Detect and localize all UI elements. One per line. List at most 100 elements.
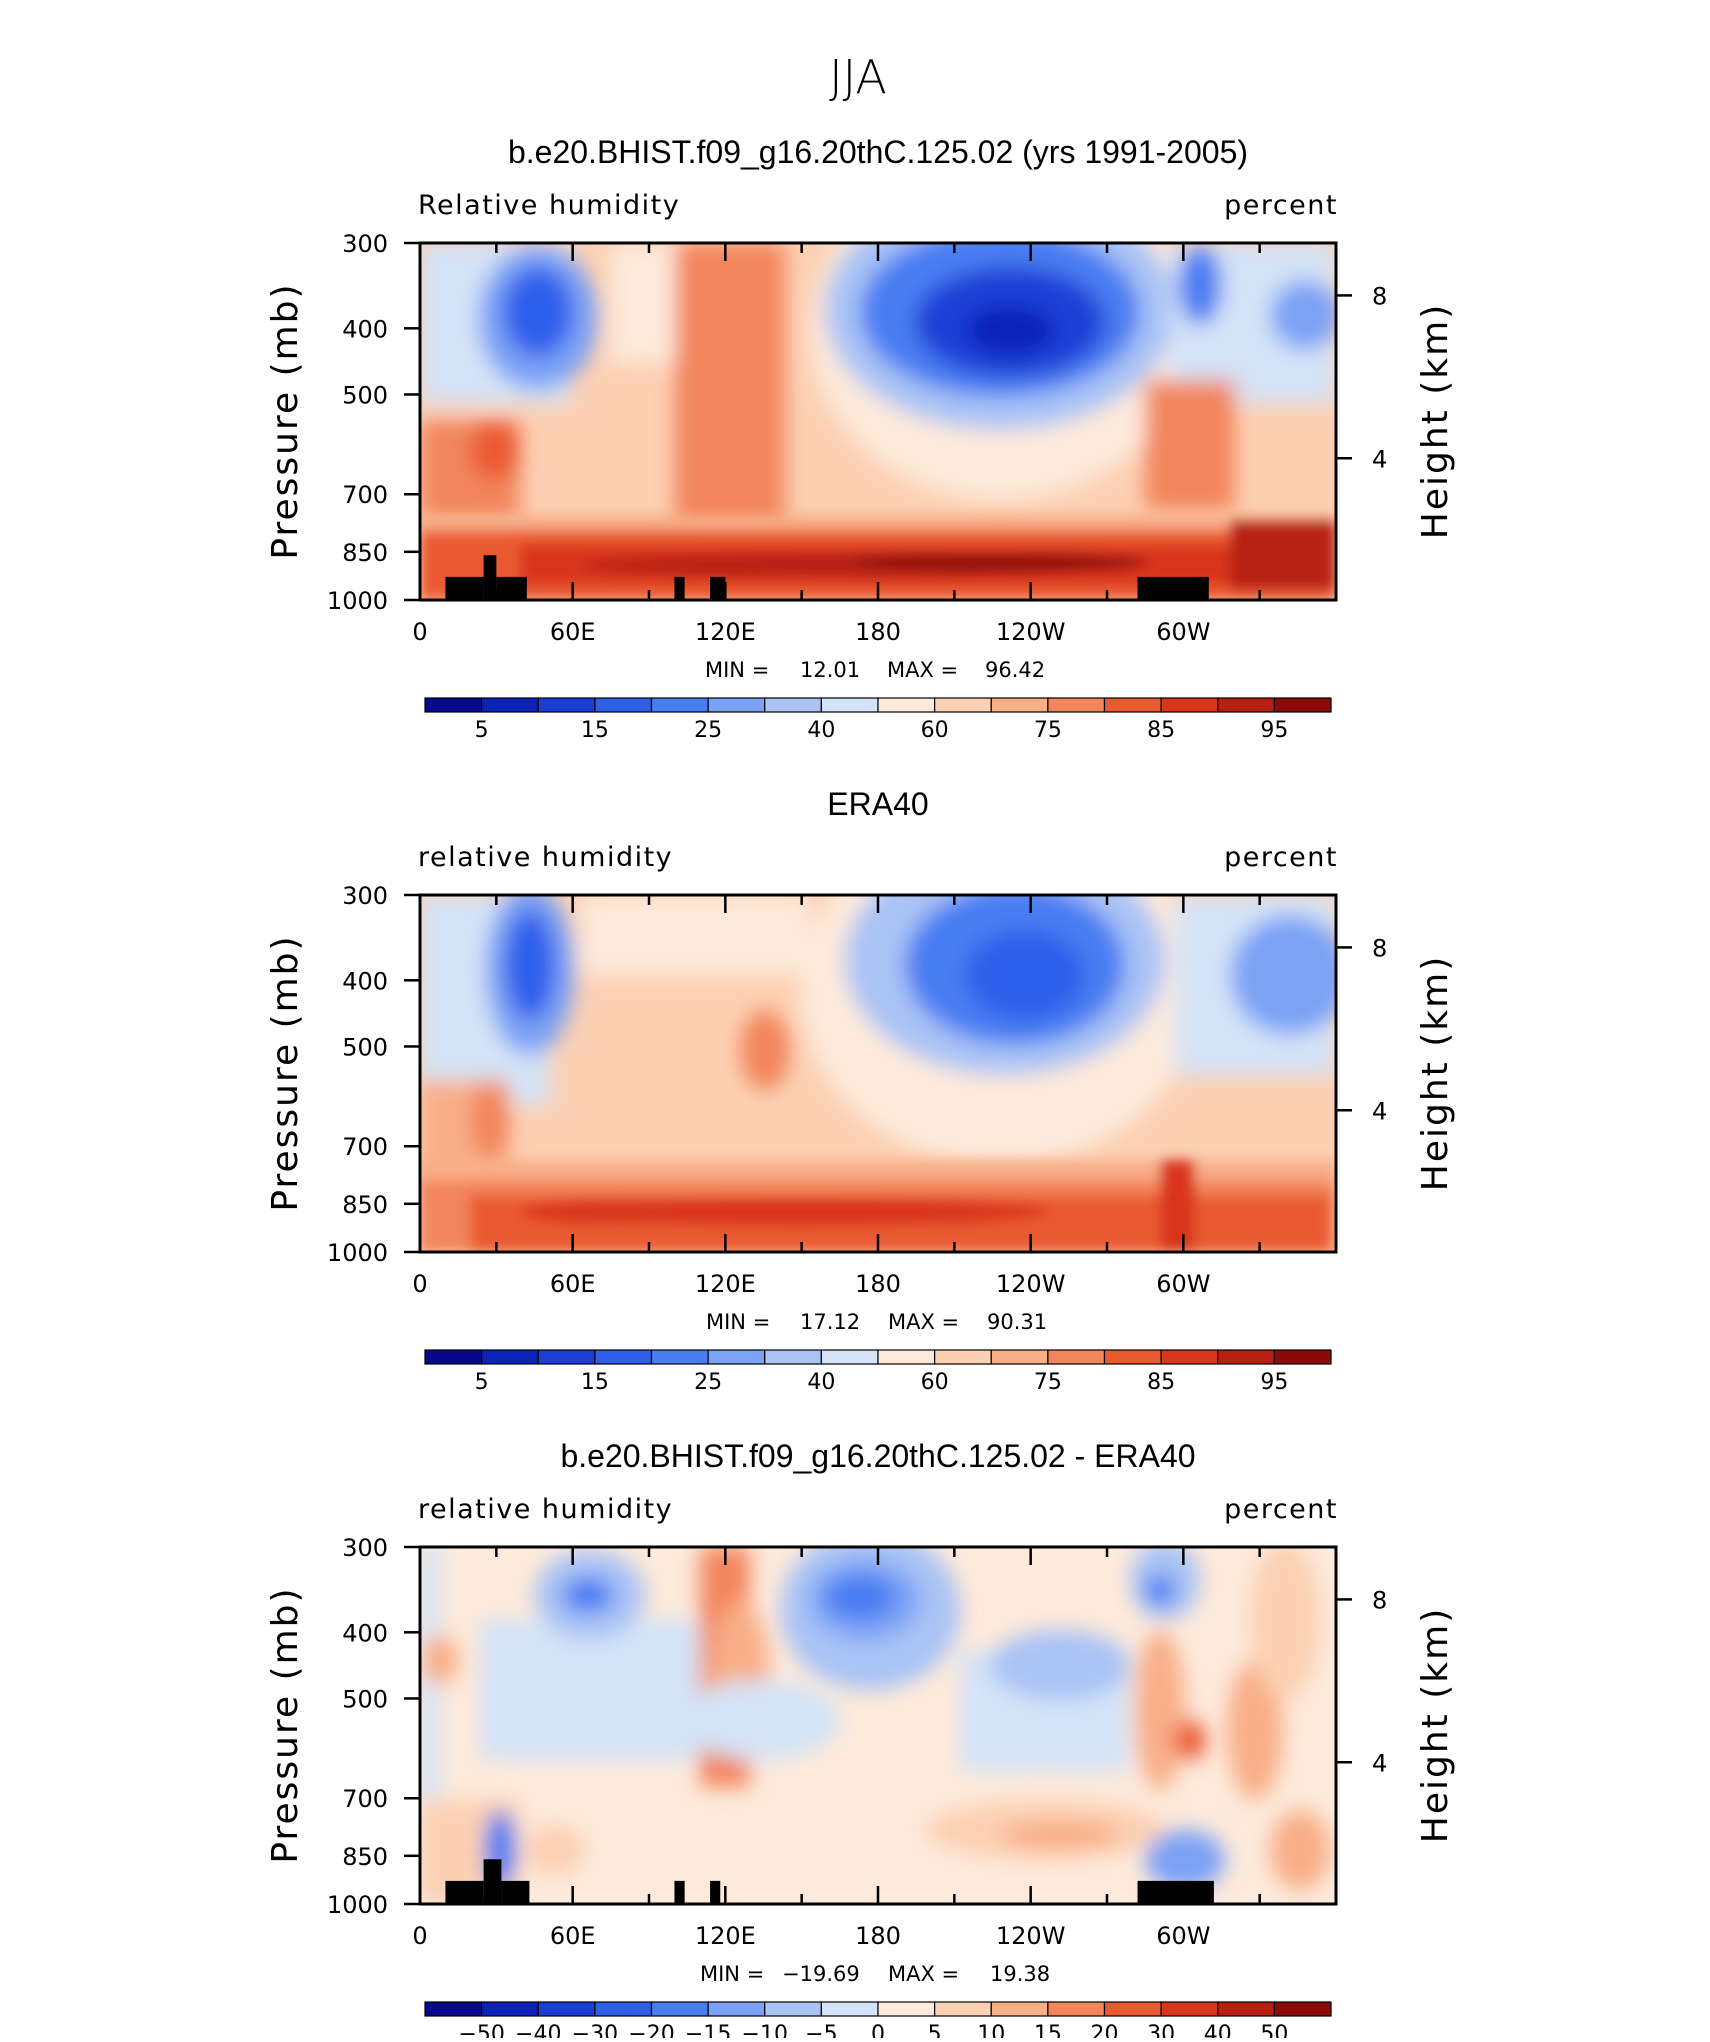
colorbar-swatch bbox=[1217, 1349, 1275, 1365]
min-value: −19.69 bbox=[782, 1962, 860, 1986]
colorbar-swatch bbox=[990, 697, 1049, 713]
colorbar-swatch bbox=[650, 1349, 709, 1365]
colorbar-swatch bbox=[481, 2001, 539, 2017]
colorbar-label: −20 bbox=[628, 2022, 674, 2038]
contour-field bbox=[420, 895, 1336, 1252]
land-block bbox=[496, 576, 527, 600]
y-axis-right-label: Height (km) bbox=[1415, 955, 1456, 1191]
land-block bbox=[445, 576, 484, 600]
colorbar-swatch bbox=[650, 697, 709, 713]
colorbar-swatch bbox=[820, 1349, 879, 1365]
land-block bbox=[483, 555, 497, 600]
colorbar-swatch bbox=[1103, 2001, 1162, 2017]
x-tick-label: 0 bbox=[412, 1922, 427, 1950]
colorbar-label: 25 bbox=[694, 1370, 722, 1395]
colorbar-swatch bbox=[537, 1349, 596, 1365]
colorbar-swatch bbox=[820, 697, 879, 713]
min-value: 12.01 bbox=[800, 658, 860, 682]
land-mask bbox=[445, 555, 1209, 600]
colorbar-swatch bbox=[1217, 697, 1275, 713]
x-tick-label: 0 bbox=[412, 1270, 427, 1298]
panel-title: b.e20.BHIST.f09_g16.20thC.125.02 (yrs 19… bbox=[508, 134, 1248, 170]
colorbar-swatch bbox=[537, 2001, 596, 2017]
colorbar-swatch bbox=[1103, 1349, 1162, 1365]
colorbar-label: 15 bbox=[581, 718, 609, 743]
colorbar-label: −15 bbox=[685, 2022, 731, 2038]
colorbar-swatch bbox=[594, 1349, 653, 1365]
colorbar-swatch bbox=[1160, 2001, 1219, 2017]
x-tick-label: 60W bbox=[1156, 618, 1210, 646]
colorbar-swatch bbox=[650, 2001, 709, 2017]
x-tick-label: 60W bbox=[1156, 1270, 1210, 1298]
colorbar-swatch bbox=[877, 1349, 936, 1365]
land-block bbox=[1137, 1880, 1214, 1904]
colorbar-swatch bbox=[1217, 2001, 1275, 2017]
y-tick-label: 300 bbox=[342, 1534, 388, 1562]
colorbar-swatch bbox=[990, 2001, 1049, 2017]
land-block bbox=[674, 576, 685, 600]
colorbar-label: 20 bbox=[1091, 2022, 1119, 2038]
colorbar: 5 15 25 40 60 75 85 95 bbox=[424, 697, 1332, 743]
colorbar-swatch bbox=[820, 2001, 879, 2017]
colorbar-label: 0 bbox=[871, 2022, 885, 2038]
subtitle-left: relative humidity bbox=[418, 842, 673, 873]
x-tick-label: 120W bbox=[996, 1922, 1066, 1950]
colorbar-swatch bbox=[1160, 1349, 1219, 1365]
colorbar-swatch bbox=[1103, 697, 1162, 713]
panel-model: b.e20.BHIST.f09_g16.20thC.125.02 (yrs 19… bbox=[265, 134, 1456, 743]
colorbar-swatch bbox=[594, 697, 653, 713]
axes: 0 60E 120E 180 120W 60W 300 400 500 700 850 1000 8 4 bbox=[327, 1534, 1387, 1950]
y-tick-label: 300 bbox=[342, 230, 388, 258]
y-tick-label: 850 bbox=[342, 539, 388, 567]
colorbar-label: 40 bbox=[807, 1370, 835, 1395]
colorbar-label: 30 bbox=[1147, 2022, 1175, 2038]
colorbar-swatch bbox=[424, 2001, 483, 2017]
x-tick-label: 120E bbox=[695, 1922, 756, 1950]
panel-era40: ERA40 relative humidity percent bbox=[265, 786, 1456, 1395]
colorbar-swatch bbox=[594, 2001, 653, 2017]
y-right-tick-label: 4 bbox=[1372, 1749, 1387, 1777]
colorbar-label: 40 bbox=[807, 718, 835, 743]
colorbar-swatch bbox=[1273, 1349, 1332, 1365]
colorbar-label: 10 bbox=[977, 2022, 1005, 2038]
land-block bbox=[710, 1880, 721, 1904]
colorbar-label: 50 bbox=[1260, 2022, 1288, 2038]
colorbar-label: 75 bbox=[1034, 718, 1062, 743]
min-label: MIN = bbox=[700, 1962, 764, 1986]
y-tick-label: 1000 bbox=[327, 1891, 388, 1919]
colorbar-swatch bbox=[1047, 697, 1106, 713]
colorbar-swatch bbox=[424, 697, 483, 713]
y-tick-label: 400 bbox=[342, 1619, 388, 1647]
x-tick-label: 120W bbox=[996, 618, 1066, 646]
colorbar-swatch bbox=[481, 1349, 539, 1365]
colorbar-swatch bbox=[537, 697, 596, 713]
y-axis-right-label: Height (km) bbox=[1415, 303, 1456, 539]
y-tick-label: 850 bbox=[342, 1191, 388, 1219]
subtitle-right: percent bbox=[1224, 842, 1338, 873]
x-tick-label: 60E bbox=[550, 618, 596, 646]
y-right-tick-label: 8 bbox=[1372, 1586, 1387, 1614]
max-value: 96.42 bbox=[985, 658, 1045, 682]
colorbar-label: −5 bbox=[805, 2022, 837, 2038]
colorbar-swatch bbox=[934, 697, 992, 713]
colorbar-swatch bbox=[707, 697, 766, 713]
colorbar: −50 −40 −30 −20 −15 −10 −5 0 5 10 15 20 30 40 50 bbox=[424, 2001, 1332, 2042]
min-label: MIN = bbox=[705, 658, 769, 682]
colorbar-swatch bbox=[1273, 697, 1332, 713]
colorbar-label: −50 bbox=[458, 2022, 504, 2038]
max-label: MAX = bbox=[888, 1310, 959, 1334]
y-tick-label: 700 bbox=[342, 1133, 388, 1161]
x-tick-label: 60E bbox=[550, 1922, 596, 1950]
axes: 0 60E 120E 180 120W 60W 300 400 500 700 850 1000 8 4 bbox=[327, 882, 1387, 1298]
colorbar-label: 85 bbox=[1147, 718, 1175, 743]
colorbar-swatch bbox=[764, 697, 822, 713]
min-value: 17.12 bbox=[800, 1310, 860, 1334]
panel-title: b.e20.BHIST.f09_g16.20thC.125.02 - ERA40 bbox=[560, 1438, 1195, 1474]
y-right-tick-label: 4 bbox=[1372, 445, 1387, 473]
subtitle-right: percent bbox=[1224, 190, 1338, 221]
x-tick-label: 120E bbox=[695, 618, 756, 646]
colorbar-label: 15 bbox=[1034, 2022, 1062, 2038]
x-tick-label: 180 bbox=[855, 1270, 901, 1298]
x-tick-label: 120W bbox=[996, 1270, 1066, 1298]
colorbar-label: 95 bbox=[1260, 718, 1288, 743]
